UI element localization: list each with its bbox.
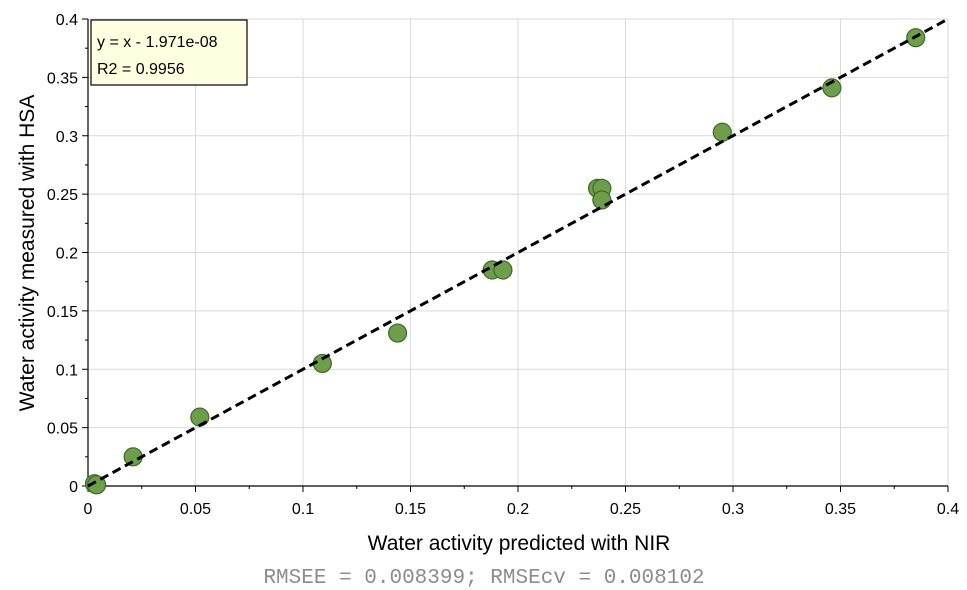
data-point <box>388 323 408 343</box>
y-tick-label: 0.05 <box>47 421 78 438</box>
grid-lines <box>88 18 949 486</box>
y-tick-label: 0.25 <box>47 187 78 204</box>
x-axis-ticks: 0 0.05 0.1 0.15 0.2 0.25 0.3 0.35 0.4 <box>84 486 959 518</box>
fit-line-group <box>87 17 949 488</box>
y-tick-label: 0.1 <box>56 362 78 379</box>
data-points <box>84 28 926 495</box>
r-squared: R2 = 0.9956 <box>97 61 185 78</box>
x-tick-label: 0.25 <box>610 501 641 518</box>
x-tick-label: 0.05 <box>180 501 211 518</box>
fit-equation: y = x - 1.971e-08 <box>97 34 218 51</box>
y-axis-label: Water activity measured with HSA <box>16 95 39 412</box>
y-axis-ticks: 0 0.05 0.1 0.15 0.2 0.25 0.3 0.35 0.4 <box>47 12 88 496</box>
annotation-background <box>90 19 248 86</box>
data-point <box>493 260 513 280</box>
data-point <box>592 190 612 210</box>
y-tick-label: 0.35 <box>47 70 78 87</box>
x-tick-label: 0.1 <box>292 501 314 518</box>
x-tick-label: 0.2 <box>507 501 529 518</box>
y-tick-label: 0.4 <box>56 12 78 29</box>
x-tick-label: 0.4 <box>937 501 959 518</box>
y-tick-label: 0.3 <box>56 129 78 146</box>
fit-line <box>87 17 949 488</box>
annotation-box: y = x - 1.971e-08 R2 = 0.9956 <box>90 19 248 86</box>
x-tick-label: 0.35 <box>825 501 856 518</box>
x-tick-label: 0 <box>84 501 93 518</box>
y-tick-label: 0.2 <box>56 246 78 263</box>
y-tick-label: 0 <box>69 479 78 496</box>
error-metrics: RMSEE = 0.008399; RMSEcv = 0.008102 <box>263 567 704 590</box>
x-tick-label: 0.3 <box>722 501 744 518</box>
x-axis-label: Water activity predicted with NIR <box>368 532 671 555</box>
y-tick-label: 0.15 <box>47 304 78 321</box>
x-tick-label: 0.15 <box>395 501 426 518</box>
